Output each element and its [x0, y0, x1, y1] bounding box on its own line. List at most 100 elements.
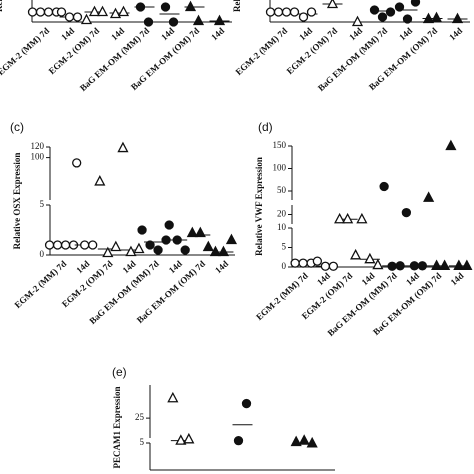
point — [410, 0, 421, 7]
x-tick-label: 14d — [167, 259, 184, 276]
point — [423, 191, 435, 202]
y-tick-label: 100 — [273, 163, 287, 173]
panel-label: (e) — [112, 365, 127, 379]
point — [290, 258, 300, 268]
point — [395, 261, 405, 271]
point — [117, 141, 129, 153]
point — [35, 7, 46, 17]
point — [96, 5, 109, 17]
point — [72, 12, 83, 22]
point — [273, 7, 284, 17]
point — [356, 212, 368, 224]
point — [369, 5, 380, 15]
x-tick-label: 14d — [59, 26, 76, 43]
point — [102, 246, 114, 258]
point — [80, 240, 90, 250]
y-tick-label: 20 — [277, 209, 287, 219]
y-tick-label: 100 — [31, 152, 45, 162]
panel-label: (c) — [10, 120, 24, 134]
point — [137, 225, 147, 235]
point — [167, 391, 179, 403]
point — [60, 240, 71, 250]
point — [209, 245, 222, 257]
y-tick-label: 0 — [282, 261, 287, 271]
point — [27, 7, 38, 17]
x-tick-label: 14d — [448, 271, 465, 288]
x-tick-label: 14d — [347, 26, 364, 43]
point — [133, 242, 145, 254]
point — [180, 245, 190, 255]
y-tick-label: 25 — [135, 412, 145, 422]
point — [265, 7, 276, 17]
y-axis-label: PECAM1 Expression — [112, 386, 122, 468]
point — [387, 261, 397, 271]
x-tick-label: 14d — [74, 259, 91, 276]
point — [334, 212, 346, 224]
point — [160, 2, 171, 12]
point — [143, 17, 154, 27]
point — [213, 14, 226, 26]
y-tick-label: 5 — [40, 199, 45, 209]
point — [168, 17, 179, 27]
point — [320, 261, 331, 271]
point — [43, 7, 54, 17]
point — [44, 240, 55, 250]
point — [56, 7, 67, 17]
y-tick-label: 120 — [31, 141, 45, 151]
x-tick-label: 14d — [121, 259, 138, 276]
point — [88, 5, 101, 17]
point — [312, 256, 323, 266]
y-axis-label: Relat — [232, 0, 242, 12]
point — [422, 12, 435, 24]
point — [431, 259, 443, 270]
point — [430, 11, 443, 23]
point — [164, 220, 174, 230]
point — [445, 139, 457, 151]
point — [326, 0, 339, 9]
point — [372, 258, 384, 270]
x-tick-label: 14d — [159, 26, 176, 43]
panel-label: (d) — [258, 120, 273, 134]
y-axis-label: Relat — [0, 0, 4, 12]
y-axis-label: Relative OSX Expression — [12, 153, 22, 250]
point — [64, 12, 75, 22]
point — [125, 245, 137, 257]
point — [351, 15, 364, 27]
point — [306, 436, 318, 448]
point — [401, 207, 412, 218]
x-tick-label: 14d — [404, 271, 421, 288]
x-tick-label: 14d — [213, 259, 230, 276]
point — [172, 235, 182, 245]
point — [183, 432, 195, 444]
point — [117, 5, 130, 17]
point — [72, 158, 82, 168]
y-axis-label: Relative VWF Expression — [254, 157, 264, 256]
point — [184, 0, 197, 12]
x-tick-label: 14d — [397, 26, 414, 43]
y-tick-label: 5 — [140, 437, 145, 447]
x-tick-label: 14d — [209, 26, 226, 43]
point — [225, 233, 238, 245]
point — [377, 12, 388, 22]
point — [217, 245, 230, 257]
point — [394, 2, 405, 12]
y-tick-label: 150 — [273, 140, 287, 150]
point — [328, 261, 339, 271]
point — [298, 12, 309, 22]
x-tick-label: 14d — [109, 26, 126, 43]
point — [241, 398, 252, 409]
point — [342, 212, 354, 224]
x-tick-label: 14d — [447, 26, 464, 43]
point — [186, 226, 198, 238]
point — [88, 240, 98, 250]
point — [52, 240, 63, 250]
x-tick-label: 14d — [315, 271, 332, 288]
point — [289, 7, 300, 17]
point — [109, 7, 122, 19]
point — [194, 226, 206, 238]
point — [402, 14, 413, 24]
point — [385, 7, 396, 17]
x-tick-label: EGM-2 (MM) 7d — [0, 26, 51, 78]
y-tick-label: 50 — [277, 185, 287, 195]
